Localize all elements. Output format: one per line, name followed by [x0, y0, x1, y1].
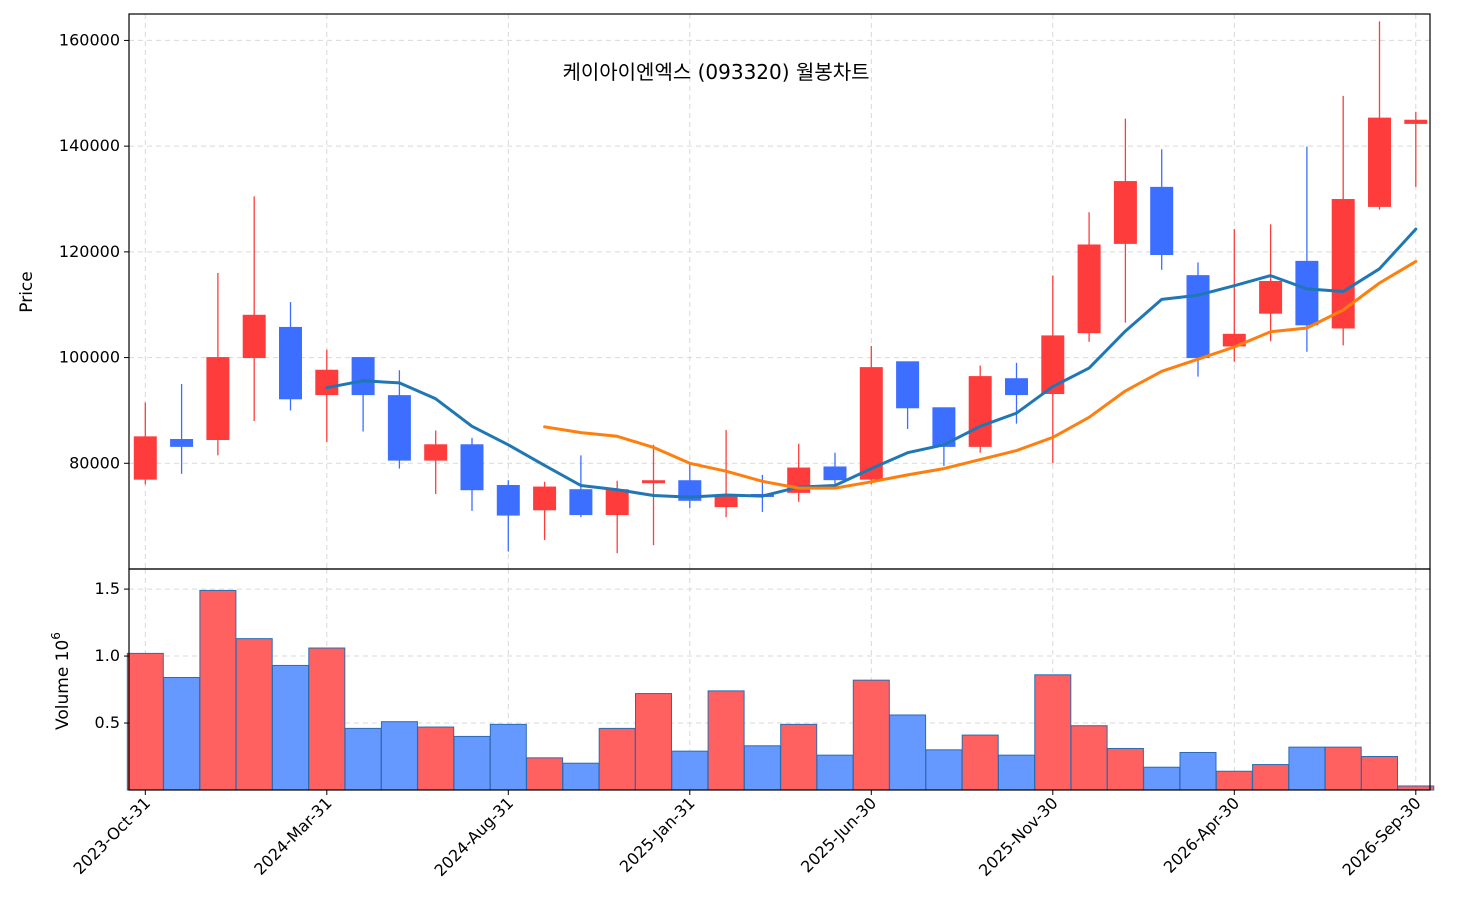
volume-bar — [126, 652, 164, 791]
candle-body — [1113, 181, 1137, 244]
volume-bar — [1070, 725, 1108, 791]
x-tick-label: 2025-Jan-31 — [616, 793, 699, 876]
candle-body — [242, 314, 266, 359]
volume-bar — [889, 714, 927, 791]
volume-bar — [199, 589, 237, 791]
price-axis-label: Price — [17, 271, 37, 312]
candles — [133, 21, 1428, 554]
volume-bar — [1106, 747, 1144, 791]
candle-body — [896, 361, 920, 409]
candle-body — [605, 489, 629, 516]
candle-body — [1295, 260, 1319, 326]
volume-bar — [489, 723, 527, 791]
candle-body — [823, 466, 847, 481]
volume-bar — [1324, 746, 1362, 791]
price-tick-label: 160000 — [59, 30, 120, 49]
volume-bar — [780, 723, 818, 791]
volume-tick-label: 1.5 — [95, 579, 120, 598]
candle-body — [351, 357, 375, 396]
volume-axis-exponent: 6 — [49, 632, 63, 640]
x-tick-label: 2023-Oct-31 — [69, 793, 154, 878]
price-y-axis: 80000 100000 120000 140000 160000 — [59, 30, 129, 472]
volume-bar — [852, 679, 890, 791]
volume-bar — [1397, 785, 1435, 791]
candle-body — [424, 444, 448, 461]
volume-bar — [1361, 756, 1398, 791]
candle-body — [1368, 117, 1391, 207]
volume-bar — [417, 726, 455, 791]
candle-body — [1041, 335, 1065, 395]
price-tick-label: 100000 — [59, 348, 120, 367]
candle-body — [496, 484, 520, 516]
x-tick-label: 2026-Apr-30 — [1160, 793, 1243, 876]
volume-bar — [163, 676, 201, 791]
candle-body — [932, 407, 956, 447]
volume-y-axis: 0.5 1.0 1.5 — [95, 579, 129, 732]
candle-body — [1259, 280, 1283, 314]
volume-axis-label-text: Volume — [53, 667, 73, 730]
candle-body — [569, 489, 593, 516]
volume-bar — [1288, 746, 1326, 791]
volume-bar — [380, 721, 418, 791]
volume-bar — [1252, 764, 1290, 791]
candle-body — [1331, 199, 1355, 329]
volume-bar — [344, 727, 382, 791]
x-tick-label: 2024-Aug-31 — [430, 793, 517, 880]
volume-bar — [598, 727, 636, 791]
volume-bar — [453, 735, 491, 791]
candle-body — [1404, 119, 1428, 124]
candle-body — [315, 369, 339, 396]
volume-bar — [998, 754, 1035, 791]
volume-bar — [1034, 674, 1072, 791]
volume-bar — [671, 750, 709, 791]
volume-bar — [707, 690, 745, 791]
chart-title: 케이아이엔엑스 (093320) 월봉차트 — [562, 60, 869, 84]
candle-body — [133, 436, 157, 480]
volume-bar — [816, 754, 854, 791]
volume-bar — [1143, 766, 1181, 791]
x-tick-label: 2025-Nov-30 — [975, 793, 1062, 880]
candle-body — [1005, 378, 1028, 396]
candle-body — [859, 367, 883, 480]
candle-body — [533, 486, 557, 511]
candle-body — [460, 444, 484, 491]
volume-bar — [743, 745, 781, 791]
x-tick-label: 2024-Mar-31 — [250, 793, 335, 878]
volume-panel-frame — [128, 568, 1431, 791]
candle-body — [387, 395, 411, 461]
volume-bar — [961, 734, 999, 791]
volume-bar — [235, 638, 273, 791]
candle-body — [279, 326, 302, 400]
x-axis: 2023-Oct-31 2024-Mar-31 2024-Aug-31 2025-Ja… — [69, 790, 1425, 880]
candle-body — [170, 439, 194, 447]
volume-bars — [126, 589, 1435, 791]
candle-body — [1186, 275, 1210, 359]
volume-axis-label: Volume 106 — [49, 632, 73, 730]
volume-bar — [272, 664, 309, 791]
moving-average-short — [325, 227, 1418, 499]
volume-bar — [526, 757, 564, 791]
volume-bar — [925, 749, 963, 791]
moving-average-lines — [325, 227, 1418, 499]
volume-tick-label: 0.5 — [95, 713, 120, 732]
candle-body — [206, 357, 230, 441]
volume-bar — [1179, 751, 1217, 791]
price-tick-label: 80000 — [69, 453, 120, 472]
candle-body — [1077, 244, 1101, 334]
candle-body — [642, 480, 665, 484]
volume-axis-scale: 10 — [53, 640, 73, 667]
candle-body — [968, 376, 992, 447]
moving-average-long — [543, 259, 1418, 490]
x-tick-label: 2025-Jun-30 — [797, 793, 880, 876]
price-tick-label: 140000 — [59, 136, 120, 155]
volume-bar — [308, 647, 346, 791]
volume-bar — [1215, 770, 1253, 791]
price-tick-label: 120000 — [59, 242, 120, 261]
x-tick-label: 2026-Sep-30 — [1339, 793, 1425, 879]
volume-tick-label: 1.0 — [95, 646, 120, 665]
volume-bar — [635, 693, 672, 791]
candle-body — [1150, 186, 1174, 255]
volume-bar — [562, 762, 600, 791]
